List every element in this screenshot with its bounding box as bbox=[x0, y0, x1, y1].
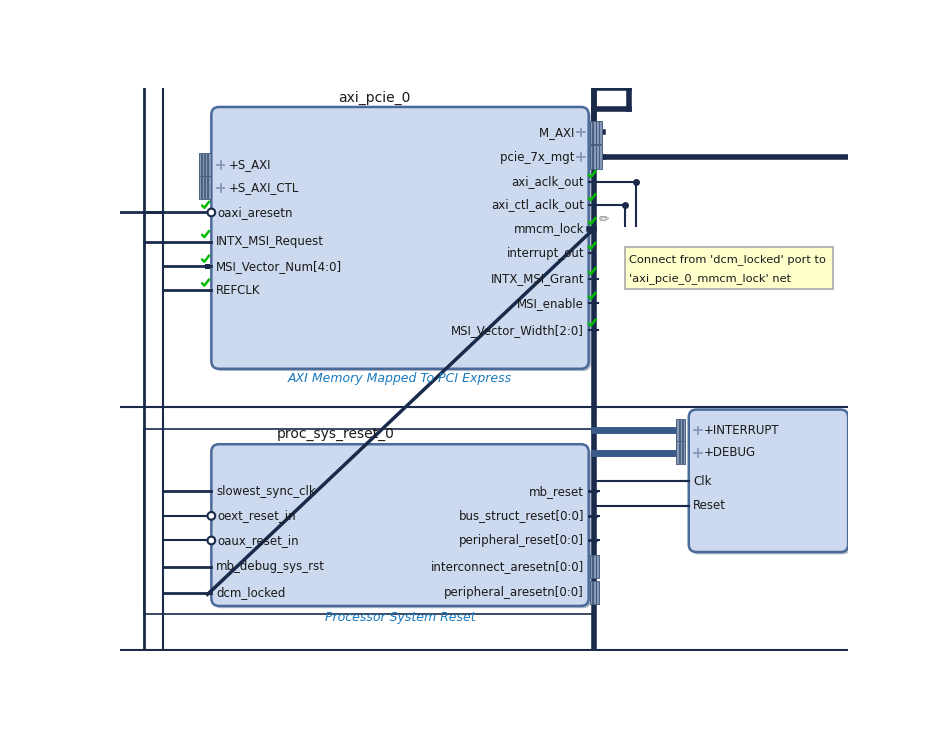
FancyBboxPatch shape bbox=[211, 444, 588, 606]
Text: 'axi_pcie_0_mmcm_lock' net: 'axi_pcie_0_mmcm_lock' net bbox=[629, 273, 791, 284]
Text: peripheral_reset[0:0]: peripheral_reset[0:0] bbox=[459, 534, 583, 547]
Bar bbox=[596, 121, 598, 144]
Text: peripheral_aresetn[0:0]: peripheral_aresetn[0:0] bbox=[444, 586, 583, 599]
Bar bbox=[590, 121, 592, 144]
FancyBboxPatch shape bbox=[624, 247, 832, 289]
FancyBboxPatch shape bbox=[211, 107, 588, 368]
Text: oaxi_aresetn: oaxi_aresetn bbox=[217, 206, 293, 219]
Bar bbox=[593, 121, 595, 144]
Bar bbox=[199, 176, 201, 200]
Bar bbox=[598, 121, 601, 144]
Bar bbox=[682, 419, 684, 442]
Bar bbox=[596, 555, 598, 578]
Text: mb_debug_sys_rst: mb_debug_sys_rst bbox=[216, 560, 325, 573]
Text: Connect from 'dcm_locked' port to: Connect from 'dcm_locked' port to bbox=[629, 254, 826, 265]
Text: MSI_enable: MSI_enable bbox=[516, 297, 583, 310]
Text: dcm_locked: dcm_locked bbox=[216, 586, 285, 599]
FancyBboxPatch shape bbox=[690, 412, 850, 554]
Text: proc_sys_reset_0: proc_sys_reset_0 bbox=[277, 427, 395, 442]
Bar bbox=[593, 555, 595, 578]
Bar bbox=[199, 154, 201, 176]
FancyBboxPatch shape bbox=[213, 447, 590, 608]
Circle shape bbox=[208, 208, 215, 216]
Circle shape bbox=[208, 512, 215, 520]
Bar bbox=[143, 429, 594, 613]
Text: mmcm_lock: mmcm_lock bbox=[513, 222, 583, 235]
Bar bbox=[593, 581, 595, 605]
Text: MSI_Vector_Width[2:0]: MSI_Vector_Width[2:0] bbox=[450, 324, 583, 337]
Bar bbox=[205, 264, 210, 269]
Bar bbox=[202, 176, 204, 200]
Text: Processor System Reset: Processor System Reset bbox=[325, 611, 475, 624]
Text: +INTERRUPT: +INTERRUPT bbox=[703, 424, 779, 437]
Text: oaux_reset_in: oaux_reset_in bbox=[217, 534, 299, 547]
Bar bbox=[679, 441, 681, 464]
Text: M_AXI: M_AXI bbox=[538, 126, 578, 139]
Bar bbox=[598, 145, 601, 169]
Text: +S_AXI: +S_AXI bbox=[228, 158, 271, 171]
Text: Clk: Clk bbox=[693, 474, 711, 488]
Bar bbox=[679, 419, 681, 442]
Text: ✏: ✏ bbox=[598, 213, 609, 226]
Text: AXI Memory Mapped To PCI Express: AXI Memory Mapped To PCI Express bbox=[288, 372, 512, 385]
Text: pcie_7x_mgt: pcie_7x_mgt bbox=[499, 151, 578, 164]
Bar bbox=[208, 154, 211, 176]
Text: +DEBUG: +DEBUG bbox=[703, 446, 755, 459]
Text: mb_reset: mb_reset bbox=[529, 485, 583, 498]
Bar bbox=[596, 145, 598, 169]
Text: +S_AXI_CTL: +S_AXI_CTL bbox=[228, 181, 298, 194]
Text: bus_struct_reset[0:0]: bus_struct_reset[0:0] bbox=[458, 510, 583, 523]
Bar bbox=[202, 154, 204, 176]
Bar bbox=[590, 145, 592, 169]
Bar bbox=[676, 441, 678, 464]
Text: Reset: Reset bbox=[693, 499, 726, 512]
Text: axi_aclk_out: axi_aclk_out bbox=[511, 175, 583, 188]
Bar bbox=[596, 581, 598, 605]
Text: INTX_MSI_Grant: INTX_MSI_Grant bbox=[490, 272, 583, 285]
Bar bbox=[682, 441, 684, 464]
Text: axi_ctl_aclk_out: axi_ctl_aclk_out bbox=[491, 198, 583, 211]
Text: MSI_Vector_Num[4:0]: MSI_Vector_Num[4:0] bbox=[216, 260, 342, 273]
Bar bbox=[590, 555, 592, 578]
Circle shape bbox=[208, 537, 215, 545]
Text: axi_pcie_0: axi_pcie_0 bbox=[338, 91, 411, 105]
Text: interrupt_out: interrupt_out bbox=[506, 247, 583, 260]
Text: oext_reset_in: oext_reset_in bbox=[217, 510, 295, 523]
Bar bbox=[205, 176, 208, 200]
Bar bbox=[205, 154, 208, 176]
FancyBboxPatch shape bbox=[213, 109, 590, 371]
Bar bbox=[590, 581, 592, 605]
Text: REFCLK: REFCLK bbox=[216, 284, 261, 297]
Text: INTX_MSI_Request: INTX_MSI_Request bbox=[216, 235, 324, 249]
Bar bbox=[593, 145, 595, 169]
Text: slowest_sync_clk: slowest_sync_clk bbox=[216, 485, 315, 498]
Text: interconnect_aresetn[0:0]: interconnect_aresetn[0:0] bbox=[430, 560, 583, 573]
FancyBboxPatch shape bbox=[688, 409, 848, 552]
Bar bbox=[676, 419, 678, 442]
Bar bbox=[208, 176, 211, 200]
